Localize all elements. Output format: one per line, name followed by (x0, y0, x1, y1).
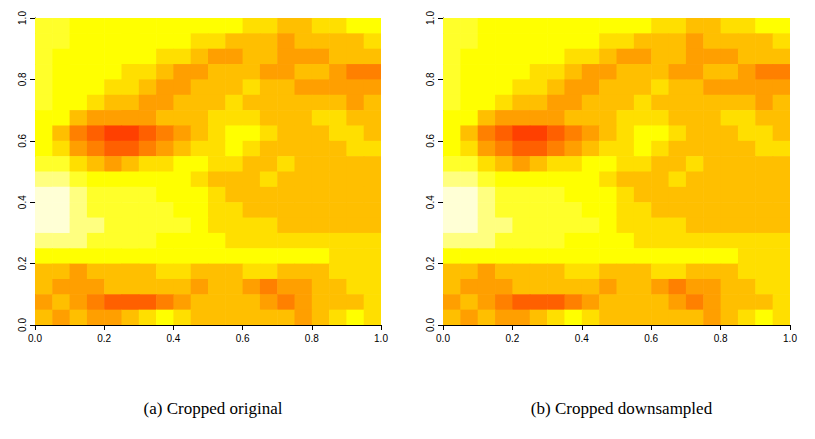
svg-text:0.0: 0.0 (436, 333, 450, 344)
svg-text:1.0: 1.0 (783, 333, 797, 344)
svg-text:0.4: 0.4 (425, 195, 436, 209)
svg-text:0.2: 0.2 (425, 256, 436, 270)
svg-text:0.2: 0.2 (505, 333, 519, 344)
svg-text:(b) Cropped downsampled: (b) Cropped downsampled (531, 399, 713, 418)
svg-text:0.8: 0.8 (17, 72, 28, 86)
svg-text:0.8: 0.8 (425, 72, 436, 86)
svg-text:0.4: 0.4 (575, 333, 589, 344)
svg-text:0.6: 0.6 (644, 333, 658, 344)
svg-text:(a) Cropped original: (a) Cropped original (144, 399, 283, 418)
svg-text:0.6: 0.6 (425, 133, 436, 147)
svg-text:0.0: 0.0 (28, 333, 42, 344)
svg-text:1.0: 1.0 (374, 333, 388, 344)
svg-text:0.2: 0.2 (97, 333, 111, 344)
svg-text:1.0: 1.0 (17, 11, 28, 25)
svg-text:0.8: 0.8 (305, 333, 319, 344)
svg-text:0.8: 0.8 (714, 333, 728, 344)
svg-text:0.4: 0.4 (17, 195, 28, 209)
svg-text:0.4: 0.4 (166, 333, 180, 344)
svg-text:1.0: 1.0 (425, 11, 436, 25)
svg-text:0.2: 0.2 (17, 256, 28, 270)
svg-text:0.0: 0.0 (425, 318, 436, 332)
svg-text:0.6: 0.6 (17, 133, 28, 147)
svg-text:0.0: 0.0 (17, 318, 28, 332)
svg-text:0.6: 0.6 (236, 333, 250, 344)
